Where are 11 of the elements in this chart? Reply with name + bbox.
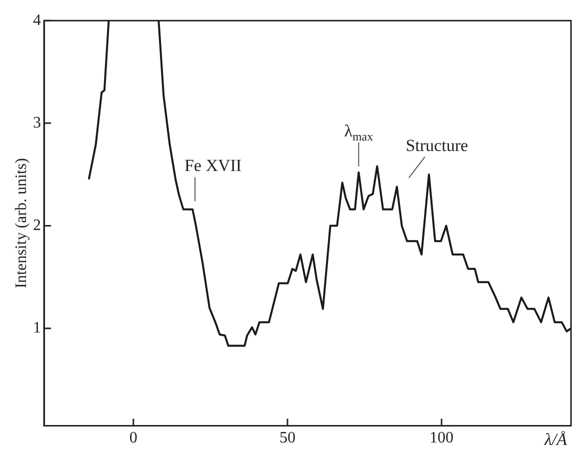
y-tick-label: 1 [33,320,41,337]
y-axis-title: Intensity (arb. units) [13,158,30,288]
y-tick-label: 4 [33,12,41,29]
x-tick-label: 0 [129,430,138,447]
annotation: Fe XVII [184,156,242,176]
x-tick-label: 100 [430,430,454,447]
y-tick-label: 3 [33,114,41,132]
annotation: Structure [406,136,468,155]
y-tick-label: 2 [33,216,41,234]
x-axis-title: λ/Å [544,430,568,449]
x-tick-label: 50 [279,430,296,447]
